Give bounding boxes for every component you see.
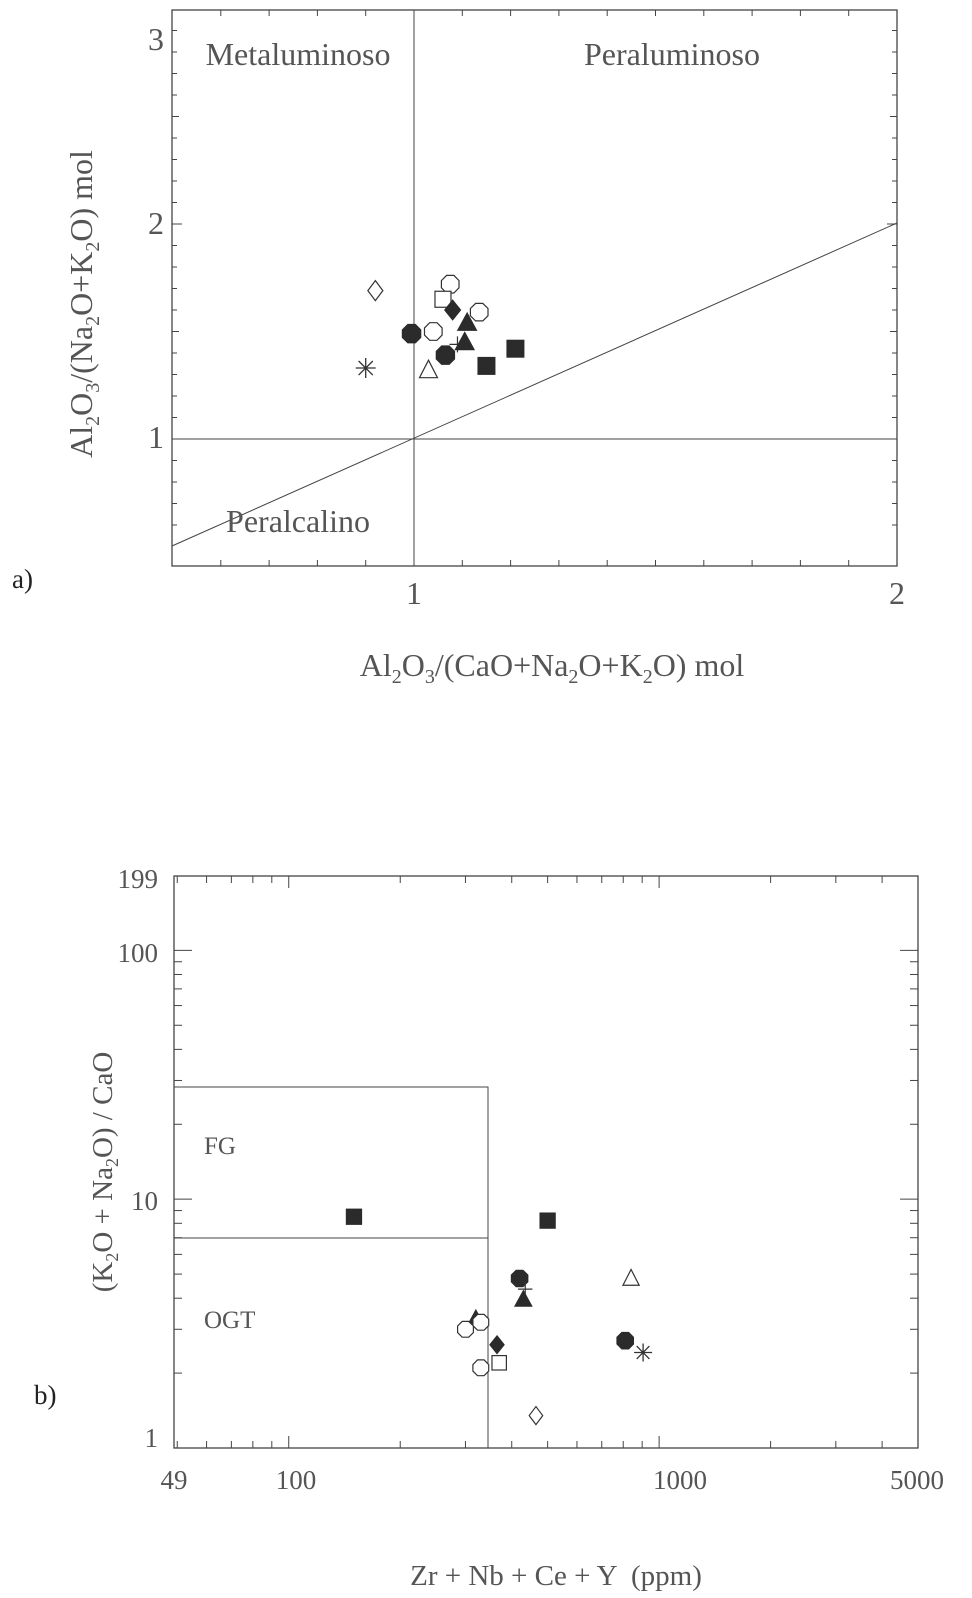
data-point-filled-circle bbox=[616, 1331, 634, 1350]
panel-a: Metaluminoso Peraluminoso Peralcalino 3 … bbox=[12, 9, 905, 688]
data-point-filled-triangle bbox=[454, 331, 476, 351]
data-point-filled-triangle bbox=[513, 1289, 533, 1307]
data-point-open-circle bbox=[423, 322, 443, 341]
panel-b-fg-field-boundary bbox=[174, 1086, 489, 1448]
panel-a-y-axis-title: Al2O3/(Na2O+K2O) mol bbox=[63, 150, 104, 458]
panel-b: FG OGT 199 100 10 1 49 100 1000 5000 Zr … bbox=[34, 864, 944, 1592]
data-point-open-square bbox=[491, 1354, 507, 1371]
data-point-open-triangle bbox=[418, 358, 439, 379]
region-label-peralcalino: Peralcalino bbox=[226, 503, 370, 539]
x-tick-label-2: 2 bbox=[889, 575, 905, 611]
region-label-peraluminoso: Peraluminoso bbox=[584, 36, 760, 72]
data-point-open-diamond bbox=[528, 1405, 544, 1426]
region-label-fg: FG bbox=[204, 1133, 236, 1160]
panel-a-minor-ticks bbox=[172, 10, 897, 566]
panel-b-label: b) bbox=[34, 1380, 57, 1410]
data-point-filled-triangle bbox=[456, 311, 478, 331]
x-tick-label-100: 100 bbox=[276, 1465, 317, 1495]
data-point-open-circle bbox=[472, 1313, 490, 1331]
region-label-ogt: OGT bbox=[204, 1307, 255, 1334]
panel-a-frame bbox=[171, 9, 898, 567]
panel-b-y-axis-title: (K2O + Na2O) / CaO bbox=[87, 1052, 122, 1293]
y-tick-label-1: 1 bbox=[148, 419, 164, 455]
data-point-filled-square bbox=[345, 1208, 363, 1225]
data-point-open-circle bbox=[457, 1320, 474, 1338]
x-tick-label-1000: 1000 bbox=[653, 1465, 707, 1495]
data-point-filled-circle bbox=[510, 1269, 529, 1288]
y-tick-label-10: 10 bbox=[131, 1186, 158, 1216]
data-point-filled-square bbox=[539, 1212, 556, 1229]
x-tick-label-5000: 5000 bbox=[890, 1465, 944, 1495]
panel-b-x-axis-title: Zr + Nb + Ce + Y (ppm) bbox=[410, 1560, 702, 1592]
x-tick-label-49: 49 bbox=[161, 1465, 188, 1495]
data-point-open-circle bbox=[440, 274, 460, 294]
y-tick-label-2: 2 bbox=[148, 205, 164, 241]
y-tick-label-100: 100 bbox=[118, 938, 159, 968]
panel-b-frame bbox=[173, 875, 919, 1449]
data-point-open-triangle bbox=[621, 1268, 641, 1286]
data-point-filled-square bbox=[506, 339, 525, 358]
x-tick-label-1: 1 bbox=[406, 575, 422, 611]
data-point-open-circle bbox=[469, 302, 489, 322]
panel-b-points bbox=[345, 1208, 653, 1426]
region-label-metaluminoso: Metaluminoso bbox=[206, 36, 391, 72]
panel-a-label: a) bbox=[12, 564, 33, 594]
y-tick-label-3: 3 bbox=[148, 21, 164, 57]
panel-a-x-axis-title: Al2O3/(CaO+Na2O+K2O) mol bbox=[360, 647, 745, 688]
data-point-filled-square bbox=[477, 356, 496, 375]
data-point-filled-circle bbox=[435, 345, 456, 365]
data-point-filled-diamond bbox=[489, 1334, 505, 1355]
data-point-open-diamond bbox=[367, 279, 384, 302]
y-tick-label-1: 1 bbox=[145, 1423, 159, 1453]
data-point-asterisk bbox=[634, 1343, 653, 1362]
data-point-filled-diamond bbox=[443, 299, 462, 321]
panel-a-peralkaline-boundary bbox=[171, 222, 898, 547]
data-point-filled-circle bbox=[401, 323, 422, 344]
panel-a-points bbox=[355, 274, 525, 379]
data-point-open-circle bbox=[472, 1359, 490, 1377]
data-point-asterisk bbox=[355, 358, 376, 378]
panel-b-ticks bbox=[174, 876, 918, 1448]
data-point-open-square bbox=[434, 290, 452, 308]
y-tick-label-199: 199 bbox=[118, 864, 159, 894]
